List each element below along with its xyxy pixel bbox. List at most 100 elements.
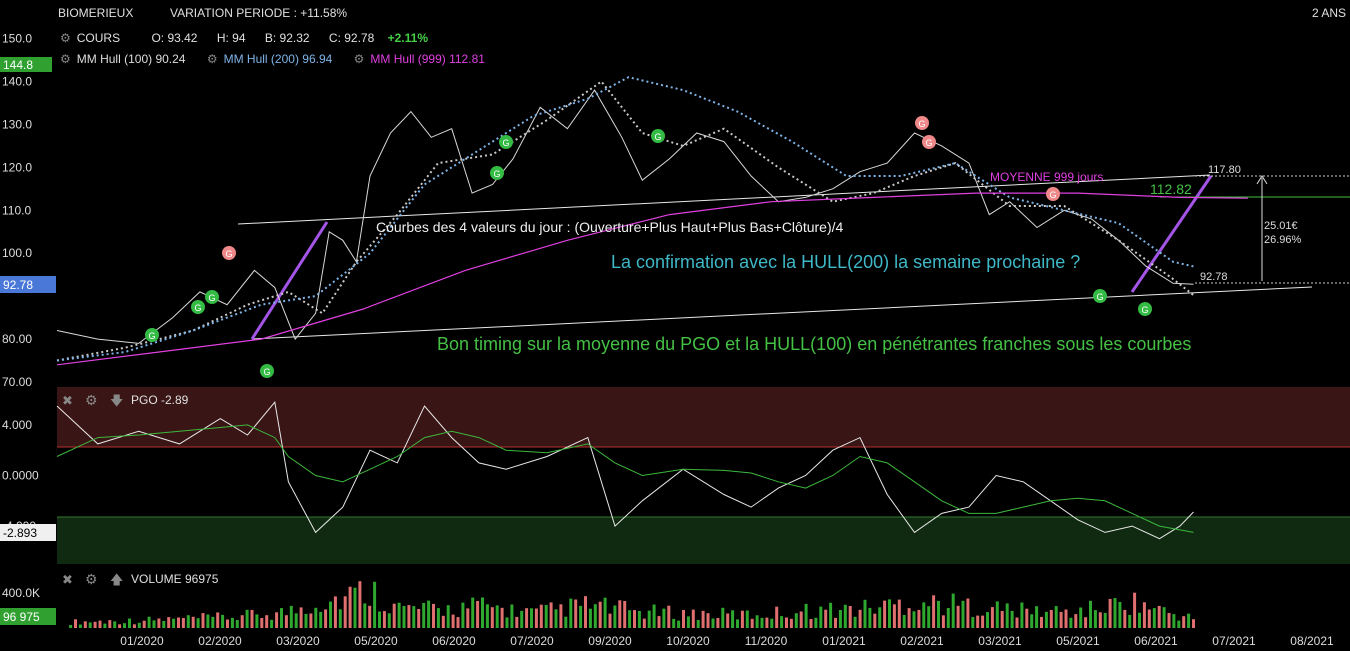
gear-icon[interactable]: ⚙: [206, 52, 218, 66]
volume-bar: [387, 613, 391, 628]
series-line-0: [56, 89, 1194, 344]
green-signal-icon[interactable]: G: [1138, 302, 1152, 316]
volume-bar: [765, 617, 769, 628]
arrow-down-icon[interactable]: 🡇: [110, 393, 123, 408]
volume-bar: [691, 609, 695, 628]
hull999-label: MM Hull (999) 112.81: [370, 52, 485, 66]
volume-bar: [432, 603, 435, 628]
close-icon[interactable]: ✖: [62, 572, 73, 587]
volume-bar: [495, 605, 499, 628]
volume-bar: [1157, 605, 1161, 628]
y-tick-label: 100.0: [2, 246, 32, 260]
hull100-label: MM Hull (100) 90.24: [76, 52, 186, 66]
green-signal-icon[interactable]: G: [1093, 289, 1107, 303]
volume-bar: [696, 620, 700, 628]
volume-bar: [608, 613, 612, 628]
series-line-3: [56, 192, 1248, 366]
close-icon[interactable]: ✖: [62, 393, 73, 408]
volume-bar: [1182, 616, 1186, 628]
volume-bar: [324, 609, 328, 628]
red-signal-icon[interactable]: G: [222, 246, 236, 260]
volume-bar: [157, 618, 161, 628]
red-signal-icon[interactable]: G: [922, 135, 936, 149]
volume-bar: [510, 604, 514, 628]
volume-bar: [564, 616, 568, 628]
volume-bar: [981, 615, 985, 628]
x-tick-label: 05/2021: [1056, 634, 1100, 648]
x-tick-label: 03/2020: [276, 634, 320, 648]
volume-bar: [118, 624, 122, 628]
volume-bar: [407, 605, 411, 628]
volume-bar: [1089, 600, 1092, 628]
volume-bar: [716, 618, 720, 628]
volume-bar: [88, 622, 92, 628]
volume-bar: [907, 608, 911, 628]
red-signal-icon[interactable]: G: [915, 116, 929, 130]
variation-label: VARIATION PERIODE : +11.58%: [170, 6, 348, 20]
hull200-label: MM Hull (200) 96.94: [223, 52, 333, 66]
purple-stroke-2: [1130, 175, 1213, 293]
volume-bar: [270, 619, 274, 628]
pgo-legend: PGO -2.89: [131, 393, 189, 407]
volume-bar: [1084, 617, 1088, 628]
volume-bar: [740, 610, 744, 628]
green-signal-icon[interactable]: G: [145, 328, 159, 342]
level-112-label: 112.82: [1150, 181, 1192, 197]
volume-bar: [971, 617, 975, 628]
volume-bar: [338, 609, 342, 628]
green-signal-icon[interactable]: G: [205, 290, 219, 304]
volume-bar: [1142, 602, 1146, 628]
hull-price-tag-text: 144.8: [3, 58, 33, 72]
volume-bar: [549, 602, 553, 628]
volume-bar: [986, 612, 989, 628]
gear-icon[interactable]: ⚙: [85, 571, 98, 587]
volume-bar: [466, 608, 470, 628]
gear-icon[interactable]: ⚙: [60, 52, 71, 66]
volume-bar: [554, 609, 558, 628]
level-92-label: 92.78: [1200, 271, 1228, 283]
volume-bar: [853, 616, 857, 628]
volume-bar: [584, 596, 587, 628]
green-signal-icon[interactable]: G: [260, 364, 274, 378]
volume-bar: [956, 605, 960, 628]
y-tick-label: 120.0: [2, 160, 32, 174]
volume-bar: [206, 614, 210, 628]
volume-bar: [83, 621, 87, 628]
svg-text:G: G: [918, 119, 925, 129]
volume-bar: [417, 609, 421, 628]
volume-bar: [711, 618, 715, 628]
period-selector[interactable]: 2 ANS: [1311, 6, 1346, 20]
svg-text:G: G: [208, 293, 215, 303]
volume-bar: [814, 617, 818, 628]
y-tick-label: 110.0: [2, 203, 31, 217]
green-signal-icon[interactable]: G: [499, 135, 513, 149]
volume-bar: [843, 604, 847, 628]
volume-bar: [1044, 611, 1048, 628]
volume-bar: [863, 599, 867, 628]
volume-bar: [633, 610, 636, 628]
volume-bar: [221, 614, 225, 628]
volume-bar: [186, 615, 190, 628]
red-signal-icon[interactable]: G: [1046, 187, 1060, 201]
volume-bar: [539, 604, 543, 628]
current-price-tag: [0, 276, 56, 293]
volume-bar: [544, 605, 548, 628]
green-signal-icon[interactable]: G: [490, 166, 504, 180]
green-signal-icon[interactable]: G: [191, 300, 205, 314]
svg-text:G: G: [148, 331, 155, 341]
volume-bar: [686, 616, 690, 628]
volume-bar: [74, 619, 77, 628]
volume-bar: [834, 617, 837, 628]
green-signal-icon[interactable]: G: [651, 129, 665, 143]
gear-icon[interactable]: ⚙: [85, 392, 98, 408]
series-line-2: [56, 76, 1194, 362]
volume-bar: [618, 600, 622, 628]
gear-icon[interactable]: ⚙: [60, 31, 71, 45]
x-tick-label: 07/2020: [510, 634, 554, 648]
gear-icon[interactable]: ⚙: [353, 52, 365, 66]
arrow-up-icon[interactable]: 🡅: [110, 572, 123, 587]
volume-bar: [677, 620, 681, 628]
volume-bar: [235, 620, 239, 628]
volume-current-tag-text: 96 975: [3, 610, 40, 624]
volume-bar: [682, 610, 685, 628]
